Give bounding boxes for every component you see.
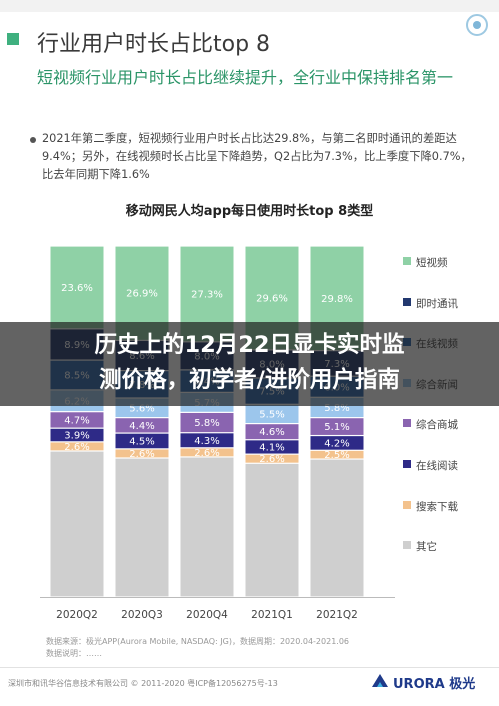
bar-segment <box>115 433 169 449</box>
data-label: 2.6% <box>259 454 284 465</box>
data-label: 3.9% <box>64 431 89 442</box>
bar-segment <box>310 436 364 450</box>
legend-label: 在线阅读 <box>416 460 458 472</box>
bar-segment <box>50 412 104 428</box>
footer-divider <box>0 667 499 668</box>
overlay-line-2: 测价格，初学者/进阶用户指南 <box>99 367 400 393</box>
legend-swatch <box>403 460 411 468</box>
legend-label: 即时通讯 <box>416 297 458 310</box>
x-tick-label: 2021Q1 <box>251 609 293 621</box>
summary-paragraph: 2021年第二季度，短视频行业用户时长占比达29.8%，与第二名即时通讯的差距达… <box>42 132 472 181</box>
data-label: 5.6% <box>129 403 154 414</box>
bar-segment <box>115 449 169 458</box>
bar-segment <box>245 424 299 440</box>
bar-segment <box>50 246 104 329</box>
page-title: 行业用户时长占比top 8 <box>37 32 271 57</box>
source-line-1: 数据来源：极光APP(Aurora Mobile, NASDAQ: JG)，数据… <box>46 637 350 646</box>
data-label: 26.9% <box>126 289 158 300</box>
data-label: 4.5% <box>129 436 154 447</box>
footer-text: 深圳市和讯华谷信息技术有限公司 © 2011-2020 粤ICP备1205627… <box>8 679 278 688</box>
x-tick-label: 2020Q4 <box>186 609 228 621</box>
bar-segment <box>245 454 299 463</box>
bar-segment <box>115 418 169 433</box>
data-label: 2.6% <box>64 442 89 453</box>
bar-segment <box>50 451 104 597</box>
data-label: 5.5% <box>259 409 284 420</box>
bar-segment <box>245 404 299 424</box>
legend-label: 综合商城 <box>416 419 458 432</box>
page-subtitle: 短视频行业用户时长占比继续提升，全行业中保持排名第一 <box>37 68 454 87</box>
bar-segment <box>310 418 364 435</box>
legend-label: 短视频 <box>416 257 448 269</box>
bar-segment <box>115 458 169 597</box>
bar-segment <box>50 442 104 451</box>
data-label: 4.3% <box>194 436 219 447</box>
data-label: 4.7% <box>64 415 89 426</box>
top-band <box>0 0 499 12</box>
legend-label: 其它 <box>416 541 437 554</box>
bar-segment <box>180 433 234 448</box>
aurora-logo-icon <box>372 674 388 687</box>
data-label: 29.6% <box>256 293 288 304</box>
corner-logo-icon <box>466 14 488 36</box>
overlay-banner <box>0 322 499 406</box>
source-note: 数据来源：极光APP(Aurora Mobile, NASDAQ: JG)，数据… <box>46 636 349 659</box>
bullet-dot-icon <box>30 137 36 143</box>
data-label: 5.8% <box>194 418 219 429</box>
brand-name: URORA 极光 <box>393 677 476 692</box>
data-label: 2.6% <box>129 449 154 460</box>
data-label: 5.8% <box>324 403 349 414</box>
bar-segment <box>180 457 234 597</box>
bar-segment <box>180 412 234 433</box>
data-label: 5.1% <box>324 422 349 433</box>
chart-title: 移动网民人均app每日使用时长top 8类型 <box>125 204 374 219</box>
bar-segment <box>245 440 299 454</box>
legend-swatch <box>403 541 411 550</box>
bar-segment <box>50 428 104 442</box>
overlay-line-1: 历史上的12月22日显卡实时监 <box>94 332 405 358</box>
x-tick-label: 2020Q2 <box>56 609 98 621</box>
legend-label: 搜索下载 <box>416 500 458 513</box>
accent-square <box>7 33 19 45</box>
data-label: 2.6% <box>194 448 219 459</box>
x-tick-label: 2021Q2 <box>316 609 358 621</box>
data-label: 4.4% <box>129 421 154 432</box>
data-label: 4.6% <box>259 427 284 438</box>
bar-segment <box>310 459 364 597</box>
x-tick-label: 2020Q3 <box>121 609 163 621</box>
legend-swatch <box>403 500 411 509</box>
bar-segment <box>310 450 364 459</box>
source-line-2: 数据说明：…… <box>46 648 102 658</box>
data-label: 4.1% <box>259 442 284 453</box>
bar-segment <box>180 448 234 457</box>
legend-swatch <box>403 257 411 265</box>
data-label: 27.3% <box>191 289 223 300</box>
data-label: 4.2% <box>324 438 349 449</box>
bar-segment <box>245 463 299 597</box>
data-label: 23.6% <box>61 283 93 294</box>
legend-swatch <box>403 419 411 428</box>
legend-swatch <box>403 297 411 306</box>
overlay-text: 历史上的12月22日显卡实时监 测价格，初学者/进阶用户指南 <box>0 328 499 398</box>
data-label: 29.8% <box>321 294 353 305</box>
data-label: 2.5% <box>324 450 349 461</box>
